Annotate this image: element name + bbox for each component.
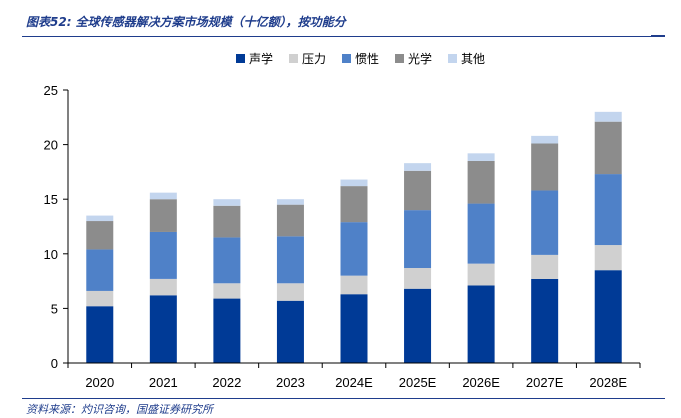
x-tick-label-8: 2028E — [589, 375, 627, 390]
legend-label-0: 声学 — [249, 51, 273, 66]
bar-2027E-声学 — [531, 278, 559, 363]
bar-2027E-其他 — [531, 135, 559, 144]
bar-2023-压力 — [276, 283, 304, 301]
x-tick-label-4: 2024E — [335, 375, 373, 390]
bar-2020-声学 — [86, 306, 114, 363]
bar-2023-光学 — [276, 204, 304, 237]
y-axis: 0 5 10 15 20 25 — [44, 83, 69, 371]
source-note: 资料来源：灼识咨询，国盛证券研究所 — [26, 403, 213, 416]
bar-2028E-压力 — [594, 245, 622, 271]
bar-2026E-惯性 — [467, 203, 495, 264]
bar-2022-声学 — [213, 298, 241, 363]
bar-2026E-压力 — [467, 263, 495, 286]
bar-2025E-其他 — [404, 163, 432, 171]
bar-2022-光学 — [213, 205, 241, 238]
bar-2028E-其他 — [594, 111, 622, 122]
bar-2024E-声学 — [340, 294, 368, 363]
legend-swatch-2 — [342, 54, 351, 63]
bar-2023-其他 — [276, 199, 304, 205]
bar-2027E-惯性 — [531, 190, 559, 255]
bar-2028E-光学 — [594, 121, 622, 175]
bar-2022-压力 — [213, 283, 241, 299]
y-tick-label-2: 10 — [44, 247, 58, 262]
bar-2021-惯性 — [149, 231, 177, 279]
legend-label-1: 压力 — [302, 52, 326, 66]
bar-2020-压力 — [86, 290, 114, 307]
x-tick-label-2: 2022 — [212, 375, 241, 390]
bar-2027E-压力 — [531, 254, 559, 279]
top-rule — [22, 35, 665, 37]
bar-2023-惯性 — [276, 236, 304, 284]
x-tick-label-3: 2023 — [276, 375, 305, 390]
x-tick-label-6: 2026E — [462, 375, 500, 390]
figure-caption: 图表52: 全球传感器解决方案市场规模（十亿额），按功能分 — [26, 15, 346, 29]
bar-2026E-其他 — [467, 153, 495, 161]
bar-2021-声学 — [149, 295, 177, 363]
legend-label-4: 其他 — [461, 52, 485, 66]
bar-2025E-压力 — [404, 267, 432, 289]
bar-2021-其他 — [149, 192, 177, 200]
legend-label-3: 光学 — [408, 51, 432, 66]
bar-2026E-声学 — [467, 285, 495, 363]
bar-2020-其他 — [86, 215, 114, 222]
x-tick-label-1: 2021 — [149, 375, 178, 390]
bar-2022-惯性 — [213, 237, 241, 284]
bar-2026E-光学 — [467, 160, 495, 204]
y-tick-label-5: 25 — [44, 83, 58, 98]
y-tick-label-3: 15 — [44, 192, 58, 207]
bar-2024E-其他 — [340, 179, 368, 187]
x-axis: 2020 2021 2022 2023 2024E 2025E 2026E 2027E 2028… — [67, 362, 641, 390]
bar-2023-声学 — [276, 300, 304, 363]
y-tick-label-1: 5 — [51, 301, 58, 316]
bar-2021-光学 — [149, 199, 177, 232]
bar-2028E-声学 — [594, 270, 622, 363]
chart-legend: 声学 压力 惯性 光学 其他 — [236, 51, 485, 66]
bottom-rule — [22, 398, 665, 399]
bar-2020-光学 — [86, 221, 114, 250]
bar-2024E-光学 — [340, 186, 368, 223]
bar-2022-其他 — [213, 199, 241, 206]
y-tick-label-4: 20 — [44, 138, 58, 153]
x-tick-label-5: 2025E — [399, 375, 437, 390]
bar-2021-压力 — [149, 278, 177, 296]
bar-2028E-惯性 — [594, 174, 622, 246]
bar-2020-惯性 — [86, 249, 114, 291]
legend-swatch-0 — [236, 54, 245, 63]
top-rule-accent — [651, 35, 665, 36]
bar-2024E-压力 — [340, 275, 368, 295]
bar-2024E-惯性 — [340, 222, 368, 276]
legend-swatch-1 — [289, 54, 298, 63]
bar-2027E-光学 — [531, 143, 559, 191]
bar-2025E-光学 — [404, 170, 432, 211]
bar-2025E-声学 — [404, 288, 432, 363]
bar-2025E-惯性 — [404, 210, 432, 268]
x-tick-label-0: 2020 — [85, 375, 114, 390]
legend-swatch-4 — [448, 54, 457, 63]
legend-label-2: 惯性 — [355, 51, 379, 66]
bars-group — [86, 111, 622, 363]
x-tick-label-7: 2027E — [526, 375, 564, 390]
y-tick-label-0: 0 — [51, 356, 58, 371]
legend-swatch-3 — [395, 54, 404, 63]
